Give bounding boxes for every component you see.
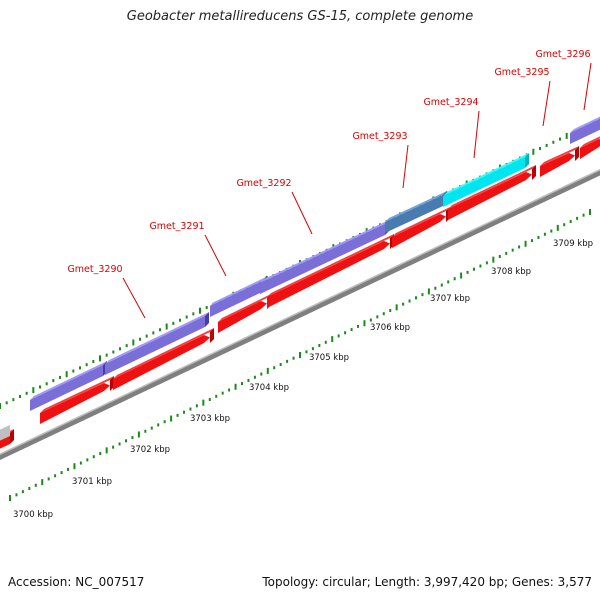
partial-gene-stub xyxy=(0,425,10,441)
cds-arrow-top xyxy=(448,165,536,209)
gene-bar-top xyxy=(105,312,209,364)
gene-track xyxy=(0,116,600,441)
gene-bar-top xyxy=(443,153,529,196)
gene-label[interactable]: Gmet_3291 xyxy=(149,221,204,232)
tick-marks xyxy=(0,117,600,501)
backbone-line xyxy=(0,169,600,461)
cds-arrow-top xyxy=(580,136,600,148)
cds-arrow-face xyxy=(113,335,210,390)
cds-arrow-end xyxy=(210,328,214,343)
cds-arrow-top xyxy=(267,234,394,297)
scale-label: 3703 kbp xyxy=(190,414,230,424)
gene-leader-line xyxy=(583,62,592,111)
gene-leader-line xyxy=(542,80,551,127)
scale-label: 3705 kbp xyxy=(309,353,349,363)
gene-label[interactable]: Gmet_3296 xyxy=(535,49,590,60)
cds-arrow-top xyxy=(392,207,450,237)
gene-bar-face xyxy=(385,195,443,233)
gene-leader-line xyxy=(473,110,480,159)
cds-arrow-end xyxy=(575,146,579,161)
gene-bar-top xyxy=(30,361,107,400)
genome-stats: Topology: circular; Length: 3,997,420 bp… xyxy=(262,575,592,589)
scale-label: 3700 kbp xyxy=(13,510,53,520)
cds-arrow-top xyxy=(40,376,114,413)
map-title: Geobacter metallireducens GS-15, complet… xyxy=(126,9,474,24)
gene-leader-line xyxy=(122,277,146,319)
scale-label: 3701 kbp xyxy=(72,477,112,487)
cds-arrow-face xyxy=(540,153,575,177)
gene-bar-face xyxy=(570,118,600,144)
scale-label: 3706 kbp xyxy=(370,323,410,333)
cds-arrow-face xyxy=(218,301,267,333)
cds-arrow xyxy=(113,328,214,390)
gene-leader-line xyxy=(291,191,313,235)
gene-bar-face xyxy=(30,365,103,411)
gene-leader-line xyxy=(402,144,409,189)
cds-track xyxy=(0,136,600,449)
cds-arrow-top xyxy=(540,146,579,166)
gene-bar-end xyxy=(525,153,529,168)
cds-arrow-face xyxy=(40,383,110,424)
cds-arrow-face xyxy=(580,139,600,159)
gene-bar-face xyxy=(443,157,525,207)
gene-label[interactable]: Gmet_3292 xyxy=(236,178,291,189)
cds-arrow-face xyxy=(448,172,532,220)
genome-backbone xyxy=(0,168,600,461)
accession-label: Accession: NC_007517 xyxy=(8,575,145,589)
scale-label: 3704 kbp xyxy=(249,383,289,393)
cds-arrow-top xyxy=(113,328,214,379)
scale-label: 3707 kbp xyxy=(430,294,470,304)
gene-label[interactable]: Gmet_3290 xyxy=(67,264,122,275)
cds-arrow xyxy=(540,146,579,177)
gene-label[interactable]: Gmet_3295 xyxy=(494,67,549,78)
gene-label[interactable]: Gmet_3293 xyxy=(352,131,407,142)
gene-bar-end xyxy=(205,312,209,327)
cds-arrow-top xyxy=(218,294,271,322)
cds-arrow xyxy=(448,165,536,220)
gene-leader-line xyxy=(204,234,227,277)
gene-bar-top xyxy=(385,191,447,222)
scale-labels: 3700 kbp 3701 kbp 3702 kbp 3703 kbp 3704 kbp… xyxy=(13,239,593,520)
scale-label: 3708 kbp xyxy=(491,267,531,277)
cds-arrow-face xyxy=(267,241,390,308)
cds-arrow-end xyxy=(10,429,14,444)
cds-arrow xyxy=(580,136,600,159)
gene-label[interactable]: Gmet_3294 xyxy=(423,97,478,108)
scale-label: 3709 kbp xyxy=(553,239,593,249)
scale-label: 3702 kbp xyxy=(130,445,170,455)
gene-bar xyxy=(105,312,209,375)
gene-bar xyxy=(443,153,529,207)
gene-bar-top xyxy=(210,277,266,306)
cds-arrow-end xyxy=(532,165,536,180)
gene-labels: Gmet_3290 Gmet_3291 Gmet_3292 Gmet_3293 Gmet… xyxy=(67,49,592,319)
gene-bar xyxy=(570,116,600,144)
gene-bar-face xyxy=(105,316,205,375)
gene-bar-face xyxy=(210,281,262,317)
gene-bar-top xyxy=(570,116,600,133)
backbone-highlight xyxy=(0,168,600,456)
gene-bar-face xyxy=(260,224,385,294)
gene-bar-top xyxy=(260,220,389,283)
cds-arrow-face xyxy=(392,214,446,248)
